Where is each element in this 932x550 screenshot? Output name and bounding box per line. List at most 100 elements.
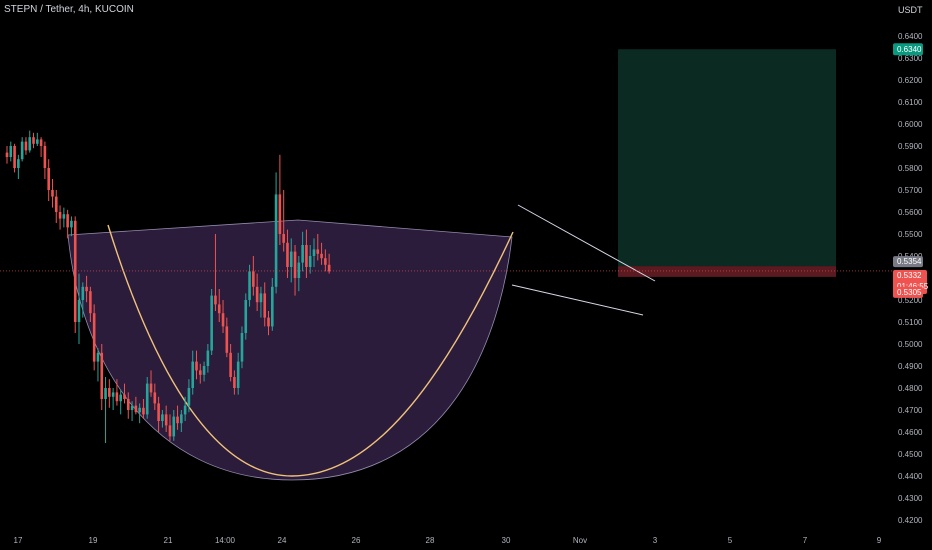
- candle-body: [96, 352, 100, 362]
- x-tick-label: 3: [653, 536, 658, 545]
- chart-title: STEPN / Tether, 4h, KUCOIN: [4, 4, 134, 15]
- candle-body: [73, 220, 77, 322]
- x-tick-label: 21: [164, 536, 173, 545]
- y-tick-label: 0.4600: [898, 428, 923, 437]
- candle-body: [293, 251, 297, 278]
- y-tick-label: 0.6300: [898, 54, 923, 63]
- candle-body: [289, 251, 293, 267]
- candle-body: [255, 286, 259, 303]
- channel-lower-line[interactable]: [511, 284, 644, 316]
- currency-label[interactable]: USDT: [898, 5, 923, 15]
- candle-body: [259, 293, 263, 303]
- candle-body: [267, 317, 270, 327]
- candle-body: [24, 141, 28, 151]
- candle-body: [225, 326, 229, 353]
- candle-body: [17, 159, 20, 168]
- current-price-label: 0.5332: [897, 271, 922, 280]
- x-tick-label: 9: [877, 536, 882, 545]
- candle-body: [89, 291, 92, 314]
- candle-body: [62, 214, 66, 219]
- y-tick-label: 0.6100: [898, 98, 923, 107]
- candle-body: [77, 300, 81, 322]
- entry-price-label: 0.5354: [897, 257, 922, 266]
- x-tick-label: 17: [14, 536, 23, 545]
- cup-shape[interactable]: [67, 219, 513, 481]
- candle-body: [271, 286, 274, 327]
- candle-body: [168, 425, 172, 437]
- candle-body: [134, 405, 138, 413]
- y-tick-label: 0.4300: [898, 494, 923, 503]
- stop-price-label: 0.5305: [897, 288, 922, 297]
- candle-body: [202, 366, 206, 375]
- target-price-label: 0.6340: [897, 45, 922, 54]
- x-tick-label: 19: [89, 536, 98, 545]
- candle-body: [320, 253, 323, 259]
- y-tick-label: 0.4400: [898, 472, 923, 481]
- y-tick-label: 0.5700: [898, 186, 923, 195]
- candle-body: [164, 414, 168, 426]
- y-tick-label: 0.5800: [898, 164, 923, 173]
- y-tick-label: 0.5500: [898, 230, 923, 239]
- candle-body: [54, 196, 58, 212]
- candle-body: [43, 146, 47, 168]
- y-tick-label: 0.5900: [898, 142, 923, 151]
- target-price-tag: [893, 43, 923, 56]
- candle-body: [312, 249, 316, 256]
- candle-body: [305, 245, 308, 267]
- x-tick-label: 14:00: [215, 536, 236, 545]
- candle-body: [58, 212, 62, 219]
- candle-body: [297, 262, 301, 278]
- candle-body: [138, 407, 141, 413]
- candle-body: [104, 388, 107, 399]
- candle-body: [236, 361, 240, 388]
- candle-body: [172, 416, 176, 437]
- candle-body: [108, 388, 111, 397]
- candle-body: [286, 242, 289, 267]
- candle-body: [100, 352, 104, 399]
- y-tick-label: 0.5000: [898, 340, 923, 349]
- x-tick-label: 30: [502, 536, 511, 545]
- bar-countdown-label: 01:46:55: [897, 282, 929, 291]
- candle-body: [233, 377, 236, 388]
- candle-body: [111, 392, 115, 397]
- candle-body: [278, 194, 282, 234]
- cup-arc-curve[interactable]: [107, 224, 514, 477]
- candle-body: [176, 416, 179, 424]
- candle-body: [157, 403, 160, 421]
- candle-body: [206, 350, 210, 366]
- candle-body: [142, 407, 145, 415]
- target-zone[interactable]: [618, 49, 836, 267]
- candle-body: [126, 399, 130, 410]
- candle-body: [115, 392, 119, 402]
- candle-body: [39, 139, 43, 146]
- y-tick-label: 0.5100: [898, 318, 923, 327]
- candle-body: [9, 146, 13, 157]
- stop-price-tag: [893, 286, 923, 298]
- candle-body: [252, 271, 255, 287]
- candle-body: [183, 405, 187, 415]
- candle-body: [180, 414, 183, 424]
- x-axis[interactable]: 17 19 21 14:00 24 26 28 30 Nov 3 5 7 9: [14, 536, 882, 545]
- candle-body: [195, 361, 198, 371]
- candle-body: [153, 392, 157, 404]
- y-tick-label: 0.5200: [898, 296, 923, 305]
- candle-body: [32, 137, 35, 144]
- candle-body: [130, 405, 134, 410]
- candle-body: [66, 214, 69, 228]
- candle-body: [5, 152, 9, 157]
- candle-body: [145, 383, 149, 415]
- candle-body: [210, 295, 213, 351]
- channel-upper-line[interactable]: [517, 204, 656, 282]
- candle-body: [263, 293, 267, 318]
- candle-body: [301, 245, 304, 263]
- stop-zone[interactable]: [618, 266, 836, 277]
- candle-body: [70, 220, 73, 228]
- candle-body: [244, 300, 248, 333]
- candle-body: [13, 146, 16, 168]
- candle-body: [274, 194, 278, 287]
- candle-body: [324, 258, 327, 265]
- x-tick-label: 5: [728, 536, 733, 545]
- candle-body: [187, 388, 191, 406]
- y-tick-label: 0.4200: [898, 516, 923, 525]
